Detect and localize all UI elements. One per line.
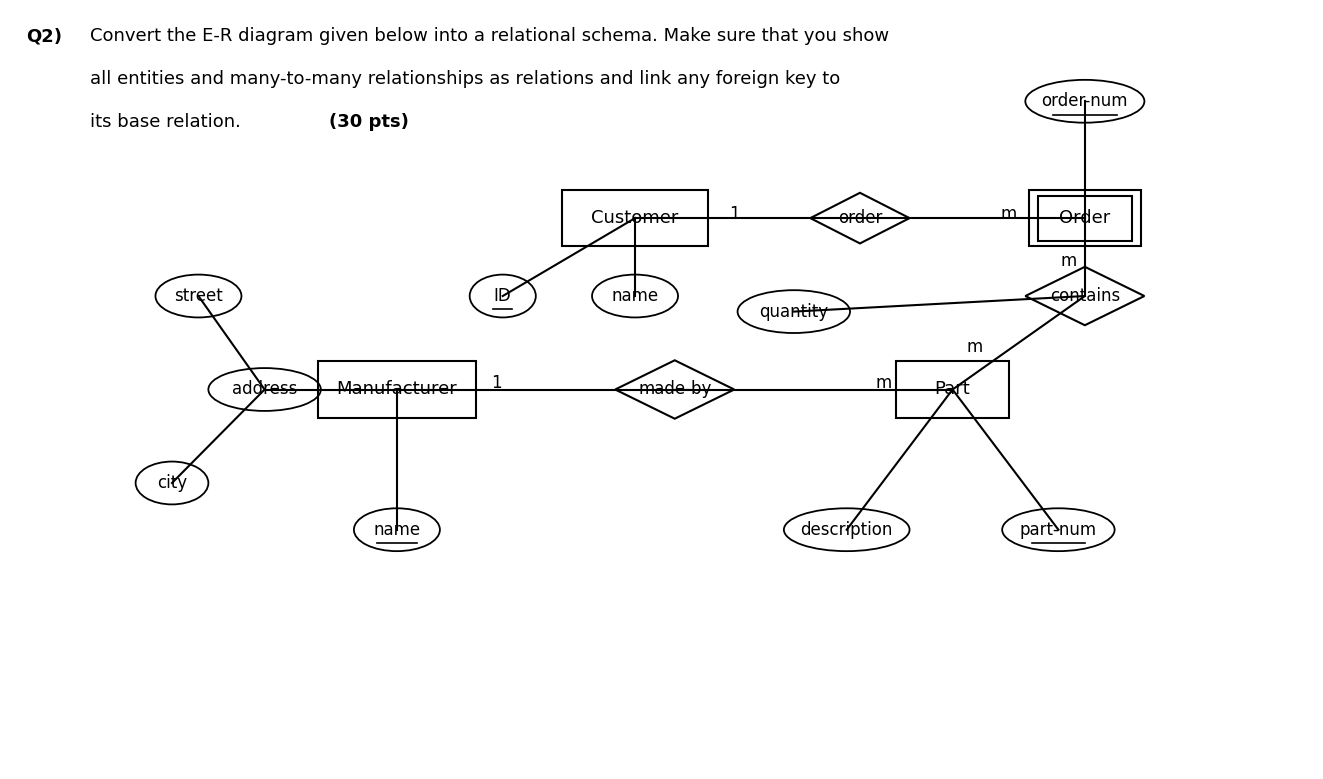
Bar	[1037, 196, 1131, 241]
Text: all entities and many-to-many relationships as relations and link any foreign ke: all entities and many-to-many relationsh…	[90, 70, 840, 88]
Text: m: m	[1061, 252, 1077, 270]
Text: Manufacturer: Manufacturer	[336, 380, 458, 399]
Bar	[318, 361, 476, 418]
Text: street: street	[175, 287, 222, 305]
Text: Part: Part	[934, 380, 971, 399]
Text: part-num: part-num	[1020, 520, 1097, 539]
Text: order: order	[837, 209, 882, 227]
Bar	[897, 361, 1008, 418]
Text: m: m	[1000, 205, 1016, 224]
Text: (30 pts): (30 pts)	[329, 113, 409, 131]
Text: Customer: Customer	[591, 209, 679, 227]
Text: order-num: order-num	[1041, 92, 1129, 111]
Text: Q2): Q2)	[26, 27, 62, 45]
Text: ID: ID	[493, 287, 512, 305]
Text: its base relation.: its base relation.	[90, 113, 246, 131]
Text: description: description	[800, 520, 893, 539]
Text: Order: Order	[1060, 209, 1110, 227]
Text: 1: 1	[491, 374, 501, 393]
Text: contains: contains	[1049, 287, 1121, 305]
Text: address: address	[232, 380, 298, 399]
Text: 1: 1	[729, 205, 740, 224]
Text: made-by: made-by	[638, 380, 712, 399]
Text: Convert the E-R diagram given below into a relational schema. Make sure that you: Convert the E-R diagram given below into…	[90, 27, 889, 45]
Text: quantity: quantity	[759, 302, 828, 321]
Text: m: m	[967, 337, 983, 356]
Bar	[562, 190, 708, 246]
Text: city: city	[157, 474, 187, 492]
Bar	[1029, 190, 1140, 246]
Text: name: name	[611, 287, 659, 305]
Text: name: name	[373, 520, 421, 539]
Text: m: m	[876, 374, 892, 393]
